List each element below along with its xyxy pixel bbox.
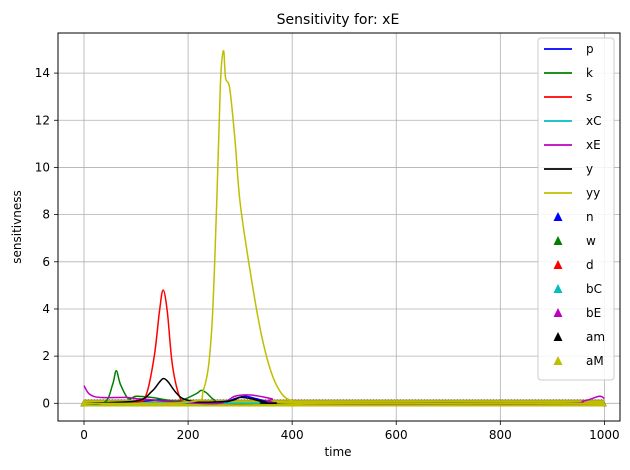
y-tick-label: 8	[42, 208, 50, 222]
legend-label: yy	[586, 186, 600, 200]
legend-label: s	[586, 90, 592, 104]
legend-label: bC	[586, 282, 602, 296]
legend-label: w	[586, 234, 596, 248]
y-tick-label: 4	[42, 302, 50, 316]
chart-title: Sensitivity for: xE	[277, 12, 400, 28]
x-tick-label: 200	[177, 428, 200, 442]
legend-marker-swatch	[553, 260, 563, 269]
plot-frame	[57, 32, 621, 422]
x-axis: 0 200 400 600 800 1000	[80, 421, 620, 442]
x-tick-label: 600	[385, 428, 408, 442]
legend-label: xE	[586, 138, 601, 152]
x-tick-label: 400	[281, 428, 304, 442]
x-tick-label: 0	[80, 428, 88, 442]
x-tick-label: 800	[489, 428, 512, 442]
legend-label: p	[586, 42, 594, 56]
legend-label: y	[586, 162, 593, 176]
legend-label: n	[586, 210, 594, 224]
legend-label: am	[586, 330, 605, 344]
x-tick-label: 1000	[589, 428, 620, 442]
legend-box	[537, 37, 615, 381]
y-tick-label: 2	[42, 349, 50, 363]
legend-label: aM	[586, 354, 604, 368]
y-tick-label: 0	[42, 396, 50, 410]
y-axis: 0 2 4 6 8 10 12 14	[35, 66, 58, 410]
legend-marker-swatch	[553, 212, 563, 221]
legend-marker-swatch	[553, 356, 563, 365]
y-tick-label: 12	[35, 113, 50, 127]
x-axis-label: time	[324, 445, 351, 459]
legend-marker-swatch	[553, 308, 563, 317]
legend-marker-swatch	[553, 284, 563, 293]
y-tick-label: 14	[35, 66, 50, 80]
plot-content	[80, 49, 607, 407]
y-tick-label: 10	[35, 160, 50, 174]
legend-label: d	[586, 258, 594, 272]
legend-label: bE	[586, 306, 601, 320]
grid	[58, 33, 620, 421]
y-axis-label: sensitivness	[10, 190, 24, 263]
legend-label: xC	[586, 114, 601, 128]
legend-marker-swatch	[553, 332, 563, 341]
y-tick-label: 6	[42, 255, 50, 269]
series-line-yy	[84, 49, 605, 405]
legend-marker-swatch	[553, 236, 563, 245]
legend-label: k	[586, 66, 593, 80]
